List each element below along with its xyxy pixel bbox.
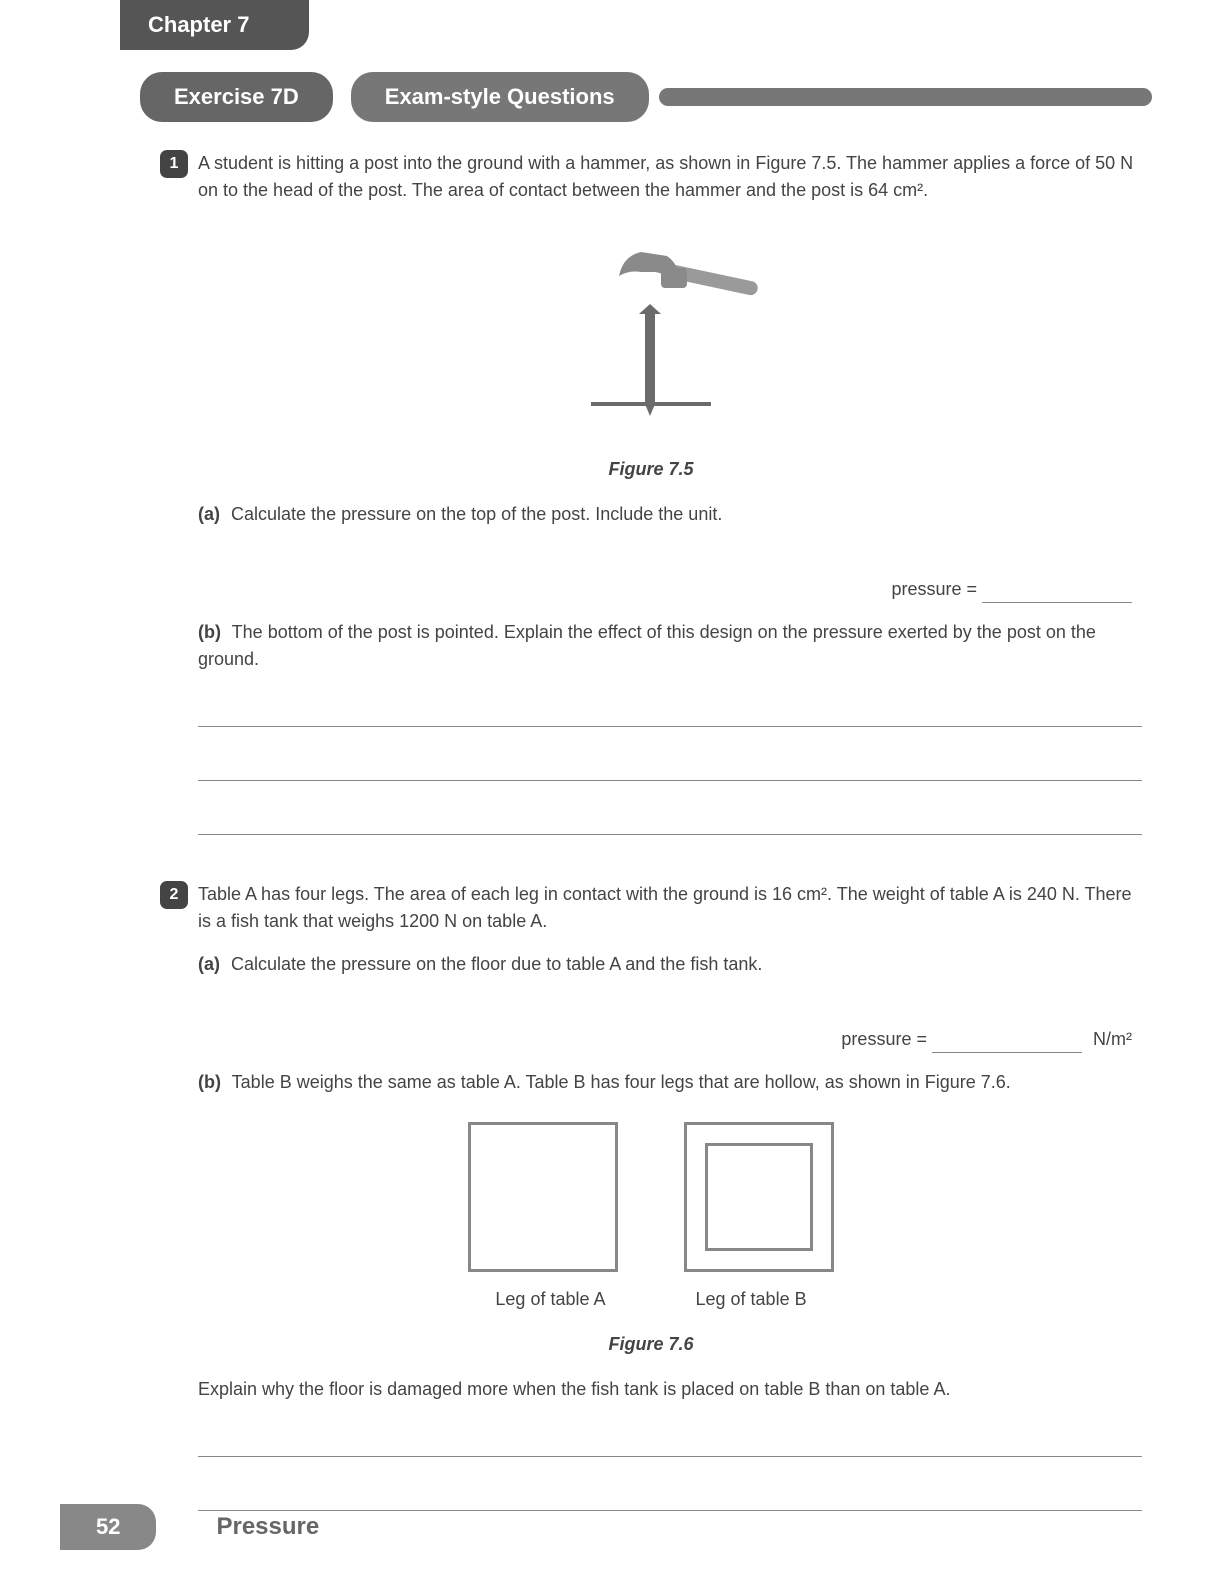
q2-intro-row: 2 Table A has four legs. The area of eac…	[160, 881, 1142, 935]
q2-explain-line-2[interactable]	[198, 1483, 1142, 1511]
leg-b-label: Leg of table B	[696, 1286, 807, 1313]
hammer-face	[661, 268, 687, 288]
q2-part-b: (b) Table B weighs the same as table A. …	[198, 1069, 1142, 1096]
page-number: 52	[60, 1504, 156, 1550]
figure-7-5: Figure 7.5	[160, 234, 1142, 483]
figure-7-6: Leg of table A Leg of table B Figure 7.6	[160, 1122, 1142, 1358]
leg-a-box	[468, 1122, 618, 1272]
legs-row	[160, 1122, 1142, 1272]
header-row: Exercise 7D Exam-style Questions	[140, 72, 1152, 122]
leg-labels-row: Leg of table A Leg of table B	[160, 1286, 1142, 1313]
chapter-tab: Chapter 7	[120, 0, 309, 50]
exercise-pill: Exercise 7D	[140, 72, 333, 122]
q2-part-a: (a) Calculate the pressure on the floor …	[198, 951, 1142, 978]
content-area: 1 A student is hitting a post into the g…	[160, 150, 1142, 1539]
footer: 52 Pressure	[60, 1504, 319, 1550]
q2-explain-text: Explain why the floor is damaged more wh…	[198, 1379, 950, 1399]
nail-head	[639, 304, 661, 314]
leg-a-label: Leg of table A	[495, 1286, 605, 1313]
q1a-text: Calculate the pressure on the top of the…	[231, 504, 722, 524]
q1b-label: (b)	[198, 622, 221, 642]
q2a-answer-blank[interactable]	[932, 1035, 1082, 1053]
q1-part-b: (b) The bottom of the post is pointed. E…	[198, 619, 1142, 673]
q1-intro-row: 1 A student is hitting a post into the g…	[160, 150, 1142, 204]
leg-b-inner	[705, 1143, 813, 1251]
q2b-text: Table B weighs the same as table A. Tabl…	[232, 1072, 1011, 1092]
question-1: 1 A student is hitting a post into the g…	[160, 150, 1142, 835]
q2-intro-text: Table A has four legs. The area of each …	[198, 881, 1142, 935]
q1-intro-text: A student is hitting a post into the gro…	[198, 150, 1142, 204]
pressure-unit-hint: N/m²	[1093, 1029, 1132, 1049]
q1-part-a: (a) Calculate the pressure on the top of…	[198, 501, 1142, 528]
q1b-text: The bottom of the post is pointed. Expla…	[198, 622, 1096, 669]
q1a-answer-row: pressure =	[160, 576, 1132, 603]
q1b-answer-line-1[interactable]	[198, 699, 1142, 727]
header-bar	[659, 88, 1152, 106]
q2a-label: (a)	[198, 954, 220, 974]
nail-shaft	[645, 314, 655, 404]
q1a-label: (a)	[198, 504, 220, 524]
q2-explain-line-1[interactable]	[198, 1429, 1142, 1457]
q2-number-badge: 2	[160, 881, 188, 909]
pressure-label-2: pressure =	[841, 1029, 927, 1049]
q2b-label: (b)	[198, 1072, 221, 1092]
page: Chapter 7 Exercise 7D Exam-style Questio…	[0, 0, 1212, 1570]
q1a-answer-blank[interactable]	[982, 585, 1132, 603]
q1b-answer-line-2[interactable]	[198, 753, 1142, 781]
q1b-answer-line-3[interactable]	[198, 807, 1142, 835]
q2a-answer-row: pressure = N/m²	[160, 1026, 1132, 1053]
figure-7-5-caption: Figure 7.5	[160, 456, 1142, 483]
q1-number-badge: 1	[160, 150, 188, 178]
footer-topic: Pressure	[216, 1513, 319, 1541]
q2-explain: Explain why the floor is damaged more wh…	[198, 1376, 1142, 1403]
nail-point	[645, 404, 655, 416]
pressure-label: pressure =	[891, 579, 977, 599]
hammer-nail-diagram	[521, 234, 781, 434]
question-2: 2 Table A has four legs. The area of eac…	[160, 881, 1142, 1511]
q2a-text: Calculate the pressure on the floor due …	[231, 954, 762, 974]
section-pill: Exam-style Questions	[351, 72, 649, 122]
leg-b-box	[684, 1122, 834, 1272]
figure-7-6-caption: Figure 7.6	[160, 1331, 1142, 1358]
